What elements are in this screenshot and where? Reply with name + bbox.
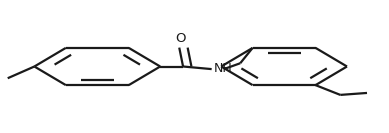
Text: O: O: [175, 32, 186, 45]
Text: NH: NH: [214, 62, 233, 75]
